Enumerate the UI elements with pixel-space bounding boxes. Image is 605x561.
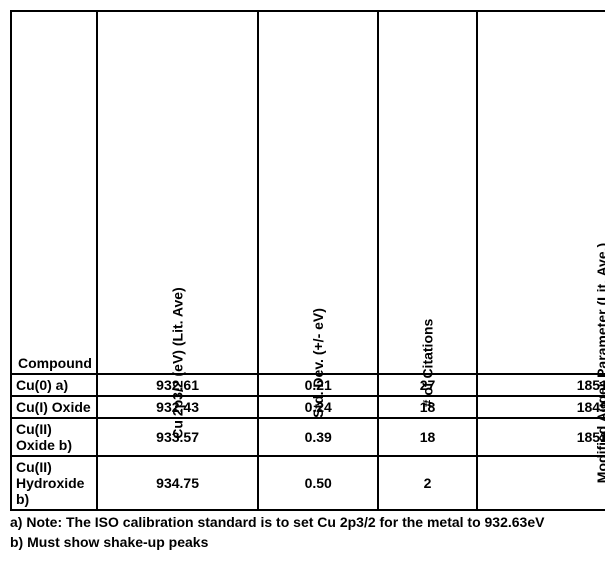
table-row: Cu(0) a) 932.61 0.21 27 1851.23 0.16 23 (11, 374, 605, 396)
table-row: Cu(II) Hydroxide b) 934.75 0.50 2 (11, 456, 605, 510)
cell-auger (477, 456, 605, 510)
cell-compound: Cu(II) Hydroxide b) (11, 456, 97, 510)
cell-citations1: 2 (378, 456, 477, 510)
cell-compound: Cu(I) Oxide (11, 396, 97, 418)
table-row: Cu(I) Oxide 932.43 0.24 18 1849.19 0.32 … (11, 396, 605, 418)
cell-auger: 1851.23 (477, 374, 605, 396)
table-row: Cu(II) Oxide b) 933.57 0.39 18 1851.49 0… (11, 418, 605, 456)
cell-stddev1: 0.39 (258, 418, 378, 456)
note-b: b) Must show shake-up peaks (10, 533, 595, 551)
cell-compound: Cu(0) a) (11, 374, 97, 396)
header-row: Compound Cu 2p3/2 (eV) (Lit. Ave) Std. D… (11, 11, 605, 374)
header-cu2p: Cu 2p3/2 (eV) (Lit. Ave) (97, 11, 258, 374)
header-compound: Compound (11, 11, 97, 374)
cell-citations1: 18 (378, 418, 477, 456)
cell-auger: 1849.19 (477, 396, 605, 418)
header-stddev1: Std. Dev. (+/- eV) (258, 11, 378, 374)
header-citations1: # of Citations (378, 11, 477, 374)
cell-auger: 1851.49 (477, 418, 605, 456)
compound-table: Compound Cu 2p3/2 (eV) (Lit. Ave) Std. D… (10, 10, 605, 511)
note-a: a) Note: The ISO calibration standard is… (10, 513, 595, 531)
header-auger: Modified Auger Parameter (Lit. Ave.) (477, 11, 605, 374)
cell-compound: Cu(II) Oxide b) (11, 418, 97, 456)
cell-stddev1: 0.50 (258, 456, 378, 510)
cell-cu2p: 934.75 (97, 456, 258, 510)
